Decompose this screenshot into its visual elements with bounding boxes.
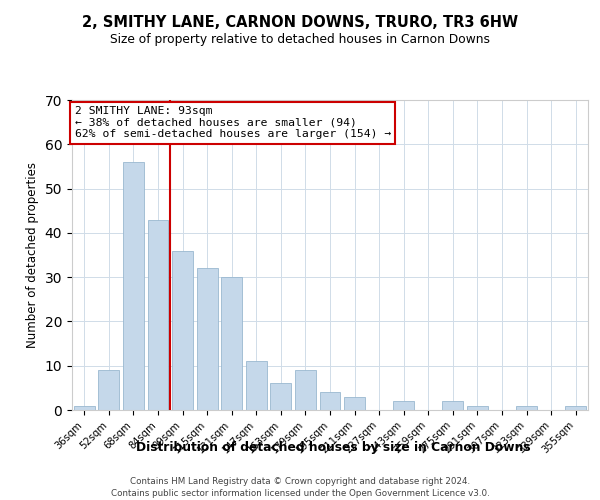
- Bar: [148, 220, 169, 410]
- Bar: [98, 370, 119, 410]
- Bar: [467, 406, 488, 410]
- Text: Distribution of detached houses by size in Carnon Downs: Distribution of detached houses by size …: [136, 441, 530, 454]
- Bar: [271, 384, 292, 410]
- Bar: [565, 406, 586, 410]
- Bar: [246, 362, 267, 410]
- Y-axis label: Number of detached properties: Number of detached properties: [26, 162, 39, 348]
- Text: Contains public sector information licensed under the Open Government Licence v3: Contains public sector information licen…: [110, 489, 490, 498]
- Bar: [74, 406, 95, 410]
- Text: 2 SMITHY LANE: 93sqm
← 38% of detached houses are smaller (94)
62% of semi-detac: 2 SMITHY LANE: 93sqm ← 38% of detached h…: [74, 106, 391, 140]
- Bar: [123, 162, 144, 410]
- Bar: [172, 250, 193, 410]
- Bar: [516, 406, 537, 410]
- Bar: [393, 401, 414, 410]
- Bar: [221, 277, 242, 410]
- Bar: [320, 392, 340, 410]
- Bar: [197, 268, 218, 410]
- Bar: [442, 401, 463, 410]
- Bar: [295, 370, 316, 410]
- Text: Contains HM Land Registry data © Crown copyright and database right 2024.: Contains HM Land Registry data © Crown c…: [130, 478, 470, 486]
- Text: Size of property relative to detached houses in Carnon Downs: Size of property relative to detached ho…: [110, 32, 490, 46]
- Bar: [344, 396, 365, 410]
- Text: 2, SMITHY LANE, CARNON DOWNS, TRURO, TR3 6HW: 2, SMITHY LANE, CARNON DOWNS, TRURO, TR3…: [82, 15, 518, 30]
